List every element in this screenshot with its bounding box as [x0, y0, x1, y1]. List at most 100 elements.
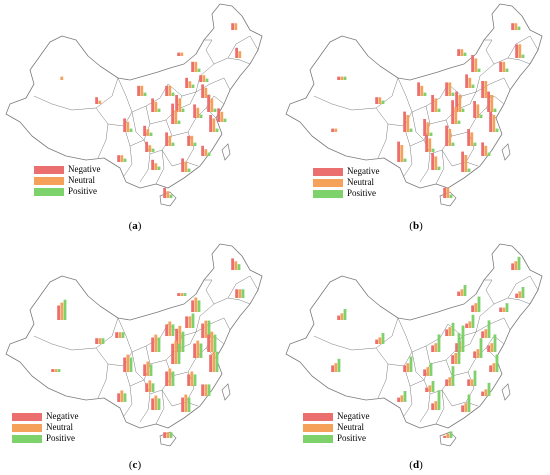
negative-bar	[165, 132, 168, 146]
negative-bar	[115, 332, 118, 338]
neutral-bar	[446, 187, 450, 198]
positive-bar	[437, 334, 441, 352]
bar-group-guangxi	[151, 395, 161, 410]
bar-group-inner-mongolia	[457, 49, 467, 56]
neutral-bar	[406, 363, 410, 372]
negative-bar	[403, 111, 406, 132]
negative-swatch	[303, 412, 333, 421]
bar-group-hebei	[185, 77, 195, 88]
neutral-bar	[460, 289, 464, 296]
bar-group-hebei	[465, 314, 475, 328]
bar-group-tibet	[331, 358, 341, 372]
bar-group-gansu	[115, 332, 125, 338]
bar-group-xinjiang	[337, 309, 347, 320]
negative-bar	[143, 125, 146, 136]
neutral-bar	[518, 44, 522, 58]
neutral-bar	[234, 23, 238, 30]
neutral-bar	[120, 155, 124, 162]
bar-group-hainan	[443, 431, 453, 438]
neutral-bar	[334, 363, 338, 372]
bar-group-qinghai	[375, 97, 385, 104]
positive-bar	[461, 325, 465, 352]
bar-group-sichuan	[123, 118, 133, 132]
negative-bar	[123, 357, 126, 372]
panel-caption-a: (a)	[128, 220, 142, 232]
neutral-bar	[378, 337, 382, 344]
china-outline	[5, 243, 263, 429]
neutral-bar	[54, 369, 58, 372]
legend-item-positive: Positive	[303, 433, 369, 444]
legend-item-negative: Negative	[34, 164, 100, 175]
neutral-bar	[178, 325, 182, 352]
negative-bar	[455, 91, 458, 112]
bar-group-heilongjiang	[511, 23, 521, 30]
positive-bar	[197, 300, 201, 312]
positive-bar	[449, 194, 453, 198]
neutral-bar	[484, 145, 488, 156]
caption-letter: c	[132, 459, 138, 471]
neutral-bar	[168, 85, 172, 96]
positive-bar	[403, 391, 407, 402]
bar-group-fujian	[201, 145, 211, 156]
negative-bar	[461, 151, 464, 172]
positive-bar	[169, 432, 173, 438]
neutral-bar	[190, 135, 194, 146]
negative-bar	[163, 432, 166, 438]
province-border	[155, 389, 165, 425]
positive-bar	[505, 68, 509, 72]
bar-group-hainan	[163, 187, 173, 198]
bar-group-heilongjiang	[231, 258, 241, 270]
neutral-swatch	[313, 178, 343, 187]
china-outline	[285, 3, 543, 189]
positive-bar	[237, 264, 241, 270]
bar-group-inner-mongolia	[457, 285, 467, 296]
bar-group-xinjiang	[337, 76, 347, 80]
positive-bar	[213, 108, 217, 112]
negative-bar	[465, 323, 468, 328]
neutral-bar	[174, 110, 178, 124]
neutral-bar	[468, 77, 472, 88]
negative-bar	[51, 369, 54, 372]
neutral-bar	[490, 95, 494, 112]
neutral-bar	[168, 368, 172, 386]
positive-bar	[517, 26, 521, 30]
negative-bar	[457, 49, 460, 56]
positive-bar	[477, 296, 481, 312]
province-border	[33, 317, 119, 351]
province-border	[131, 111, 145, 141]
panel-caption-d: (d)	[409, 459, 423, 471]
province-border	[375, 107, 389, 159]
bar-group-qinghai	[95, 338, 105, 344]
positive-bar	[151, 148, 155, 152]
negative-bar	[455, 343, 458, 352]
negative-bar	[471, 55, 474, 72]
negative-bar	[151, 159, 154, 170]
legend-label: Positive	[68, 186, 98, 196]
caption-letter: a	[132, 220, 138, 232]
positive-bar	[403, 158, 407, 162]
negative-bar	[481, 142, 484, 156]
negative-bar	[515, 44, 518, 58]
neutral-bar	[204, 149, 208, 156]
positive-bar	[449, 431, 453, 438]
neutral-bar	[220, 111, 224, 122]
neutral-bar	[126, 121, 130, 132]
neutral-bar	[180, 52, 184, 56]
positive-bar	[157, 337, 161, 352]
bar-group-jilin	[235, 289, 245, 298]
negative-bar	[337, 315, 340, 320]
neutral-bar	[448, 377, 452, 386]
province-border	[123, 145, 133, 177]
neutral-bar	[126, 354, 130, 372]
neutral-bar	[118, 332, 122, 338]
bar-group-hubei	[451, 100, 461, 124]
negative-bar	[423, 119, 426, 136]
province-border	[507, 275, 539, 299]
neutral-bar	[476, 349, 480, 358]
neutral-bar	[434, 401, 438, 410]
neutral-bar	[166, 432, 170, 438]
bar-group-chongqing	[143, 361, 153, 376]
positive-bar	[457, 333, 461, 364]
bar-group-hunan	[445, 125, 455, 146]
province-border	[204, 39, 215, 65]
